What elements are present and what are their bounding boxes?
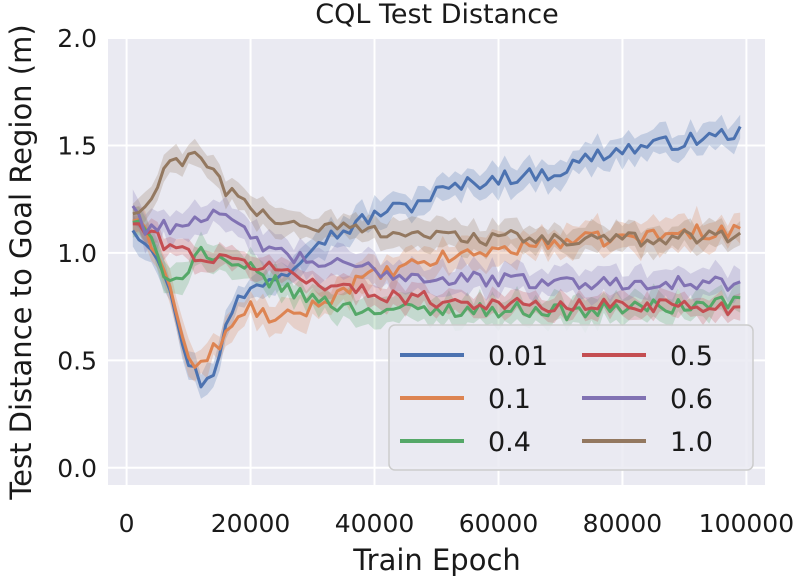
- x-tick-label: 80000: [583, 509, 663, 538]
- legend-label: 0.5: [670, 341, 713, 372]
- series-line-0.5: [132, 222, 741, 317]
- y-tick-label: 0.5: [57, 346, 97, 375]
- legend-label: 0.4: [488, 427, 531, 458]
- x-tick-label: 60000: [459, 509, 539, 538]
- series-line-0.01: [131, 125, 742, 389]
- series-line-0.6: [131, 205, 741, 292]
- y-tick-label: 1.5: [57, 131, 97, 160]
- legend-box: [388, 324, 754, 471]
- y-tick-label: 2.0: [57, 24, 97, 53]
- y-tick-labels: 0.0 0.5 1.0 1.5 2.0: [57, 24, 97, 483]
- y-tick-label: 1.0: [57, 239, 97, 268]
- series-band-1.0: [132, 138, 741, 261]
- x-tick-label: 40000: [335, 509, 415, 538]
- series-band-0.4: [132, 206, 741, 334]
- legend-label: 0.6: [670, 384, 713, 415]
- x-tick-labels: 0 20000 40000 60000 80000 100000: [119, 509, 794, 538]
- chart-title: CQL Test Distance: [315, 0, 559, 30]
- x-tick-label: 0: [119, 509, 135, 538]
- series-band-0.01: [132, 114, 741, 399]
- series-band-0.6: [132, 189, 741, 308]
- y-axis-label: Test Distance to Goal Region (m): [4, 24, 38, 500]
- x-tick-label: 20000: [211, 509, 291, 538]
- legend-label: 0.1: [488, 384, 531, 415]
- series-line-1.0: [132, 150, 742, 248]
- legend-label: 0.01: [488, 341, 548, 372]
- x-tick-label: 100000: [699, 509, 794, 538]
- series-lines: [131, 125, 742, 389]
- legend: 0.01 0.1 0.4 0.5 0.6 1.0: [388, 324, 754, 471]
- legend-label: 1.0: [670, 427, 713, 458]
- x-axis-label: Train Epoch: [352, 543, 521, 577]
- series-band-0.5: [132, 215, 741, 326]
- y-tick-label: 0.0: [57, 454, 97, 483]
